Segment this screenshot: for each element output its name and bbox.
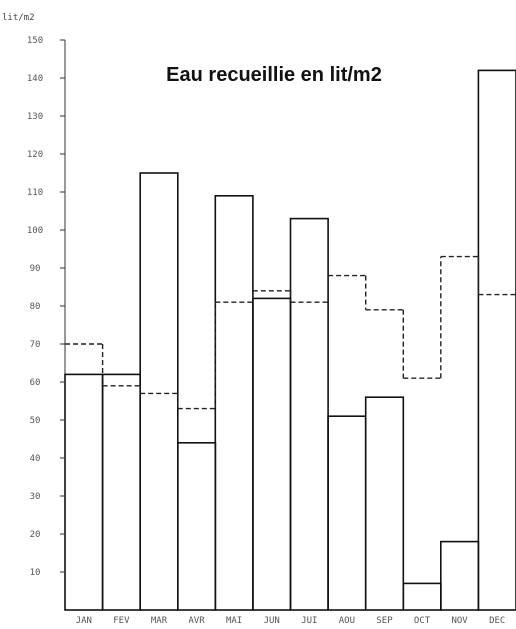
bar-solid-dec [477,69,516,611]
y-tick-label: 90 [30,264,41,274]
y-tick-label: 150 [27,36,43,46]
x-tick-label: FEV [113,616,130,626]
solid-series-group [64,69,516,611]
x-tick-label: AVR [188,616,205,626]
bar-solid-jun [252,297,292,611]
y-tick-label: 120 [27,150,43,160]
y-tick-label: 130 [27,112,43,122]
y-tick-label: 30 [30,492,41,502]
x-tick-label: OCT [414,616,431,626]
y-tick-label: 80 [30,302,41,312]
y-tick-label: 100 [27,226,43,236]
y-tick-label: 110 [27,188,43,198]
bar-solid-oct [402,582,442,611]
x-tick-label: NOV [451,616,468,626]
bar-solid-mai [214,195,254,611]
y-tick-label: 60 [30,378,41,388]
bar-solid-avr [177,441,217,611]
x-tick-label: SEP [376,616,393,626]
y-tick-label: 40 [30,454,41,464]
chart-title: Eau recueillie en lit/m2 [166,64,382,86]
x-axis-ticks: JAN FEV MAR AVR MAI JUN JUI AOU SEP OCT NOV DEC [76,616,506,626]
y-tick-label: 50 [30,416,41,426]
bar-solid-aou [327,415,367,611]
y-axis-unit-label: lit/m2 [2,13,35,23]
y-tick-label: 70 [30,340,41,350]
x-tick-label: MAR [151,616,168,626]
bar-solid-mar [139,172,179,611]
y-tick-label: 10 [30,568,41,578]
bar-solid-jui [289,217,329,611]
bar-solid-sep [364,396,405,611]
bar-solid-fev [101,373,141,611]
y-axis-ticks: 10 20 30 40 50 60 70 80 90 100 110 120 130 140 150 [27,36,65,578]
x-tick-label: JAN [76,616,92,626]
y-tick-label: 20 [30,530,41,540]
x-tick-label: AOU [339,616,355,626]
x-tick-label: DEC [489,616,505,626]
bar-solid-nov [439,540,480,611]
x-tick-label: JUI [301,616,317,626]
x-tick-label: MAI [226,616,242,626]
dashed-series-group [65,255,516,410]
x-tick-label: JUN [264,616,280,626]
y-tick-label: 140 [27,74,43,84]
bar-solid-jan [64,373,104,611]
